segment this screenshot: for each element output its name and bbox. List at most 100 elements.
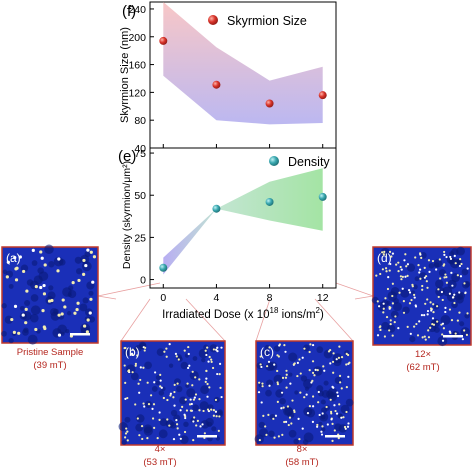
skyrmion-dot	[124, 432, 128, 435]
skyrmion-dot	[13, 256, 17, 260]
skyrmion-dot	[439, 277, 442, 280]
texture-blob	[451, 301, 458, 309]
texture-blob	[283, 406, 293, 417]
skyrmion-dot	[342, 416, 345, 419]
skyrmion-dot	[311, 420, 315, 423]
skyrmion-dot	[86, 248, 90, 252]
texture-blob	[455, 259, 462, 266]
skyrmion-dot	[139, 378, 142, 382]
skyrmion-dot	[63, 305, 67, 309]
skyrmion-dot	[211, 366, 215, 370]
skyrmion-dot	[147, 403, 151, 406]
skyrmion-dot	[205, 353, 208, 357]
texture-blob	[88, 290, 94, 296]
skyrmion-dot	[308, 405, 312, 408]
skyrmion-dot	[40, 256, 44, 260]
skyrmion-dot	[169, 392, 172, 395]
skyrmion-dot	[47, 299, 52, 303]
skyrmion-dot	[432, 311, 435, 314]
skyrmion-dot	[134, 403, 137, 406]
skyrmion-dot	[316, 369, 319, 372]
skyrmion-dot	[397, 261, 400, 264]
texture-blob	[76, 268, 83, 275]
connector-line	[335, 282, 374, 297]
skyrmion-dot	[432, 303, 435, 306]
skyrmion-dot	[308, 350, 311, 354]
skyrmion-dot	[338, 345, 341, 348]
caption-b-line1: 4×	[155, 444, 166, 455]
y-tick-label-size: 80	[134, 115, 146, 127]
y-axis-label-size: Skyrmion Size (nm)	[119, 27, 131, 123]
texture-blob	[390, 287, 400, 296]
skyrmion-dot	[265, 433, 268, 436]
texture-blob	[192, 404, 199, 411]
skyrmion-dot	[431, 317, 435, 320]
skyrmion-dot	[185, 409, 189, 412]
texture-blob	[48, 285, 54, 291]
skyrmion-dot	[461, 338, 464, 341]
skyrmion-dot	[149, 394, 153, 397]
skyrmion-dot	[151, 417, 155, 420]
skyrmion-dot	[290, 422, 293, 425]
micrograph-label-c: (c)	[260, 345, 274, 359]
skyrmion-dot	[402, 300, 405, 303]
x-tick-label: 0	[160, 292, 166, 304]
skyrmion-dot	[192, 420, 195, 423]
skyrmion-dot	[442, 327, 445, 330]
texture-blob	[130, 372, 139, 381]
skyrmion-dot	[130, 352, 134, 355]
skyrmion-dot	[291, 399, 294, 402]
caption-b-line2: (53 mT)	[143, 457, 176, 468]
skyrmion-dot	[159, 373, 162, 377]
skyrmion-dot	[175, 423, 179, 426]
y-tick-label-density: 25	[134, 232, 146, 244]
legend-marker-size	[208, 15, 218, 25]
y-tick-label-size: 160	[128, 60, 146, 72]
skyrmion-dot	[311, 405, 315, 408]
skyrmion-dot	[206, 395, 209, 398]
skyrmion-dot	[278, 344, 281, 347]
skyrmion-dot	[443, 276, 446, 279]
skyrmion-dot	[57, 313, 61, 317]
micrograph-a: (a)	[1, 244, 99, 345]
skyrmion-dot	[399, 275, 402, 278]
skyrmion-dot	[442, 264, 445, 267]
skyrmion-dot	[384, 297, 387, 300]
texture-blob	[303, 379, 313, 389]
connector-line	[97, 282, 161, 297]
texture-blob	[200, 385, 209, 395]
skyrmion-dot	[57, 333, 62, 337]
skyrmion-dot	[458, 264, 462, 268]
skyrmion-dot	[166, 418, 169, 421]
skyrmion-dot	[453, 254, 456, 257]
skyrmion-dot	[331, 360, 335, 363]
skyrmion-dot	[450, 271, 453, 274]
texture-blob	[185, 383, 190, 388]
skyrmion-dot	[218, 415, 221, 418]
skyrmion-dot	[464, 291, 467, 294]
skyrmion-dot	[123, 364, 126, 367]
skyrmion-dot	[281, 433, 284, 436]
skyrmion-dot	[14, 267, 18, 271]
skyrmion-dot	[429, 326, 432, 329]
texture-blob	[409, 336, 416, 343]
skyrmion-dot	[436, 305, 439, 308]
skyrmion-dot	[50, 298, 54, 303]
skyrmion-dot	[31, 248, 35, 252]
data-point-density	[159, 263, 168, 272]
skyrmion-dot	[210, 358, 213, 361]
texture-blob	[27, 334, 38, 345]
skyrmion-dot	[451, 296, 455, 299]
skyrmion-dot	[214, 398, 218, 402]
skyrmion-dot	[285, 369, 288, 372]
texture-blob	[323, 349, 333, 359]
texture-blob	[318, 421, 323, 426]
skyrmion-dot	[458, 291, 461, 294]
skyrmion-dot	[382, 307, 385, 310]
skyrmion-dot	[134, 362, 138, 365]
skyrmion-dot	[261, 385, 264, 388]
connector-line	[354, 295, 374, 300]
texture-blob	[273, 374, 283, 384]
skyrmion-dot	[220, 346, 223, 349]
skyrmion-dot	[332, 371, 335, 374]
